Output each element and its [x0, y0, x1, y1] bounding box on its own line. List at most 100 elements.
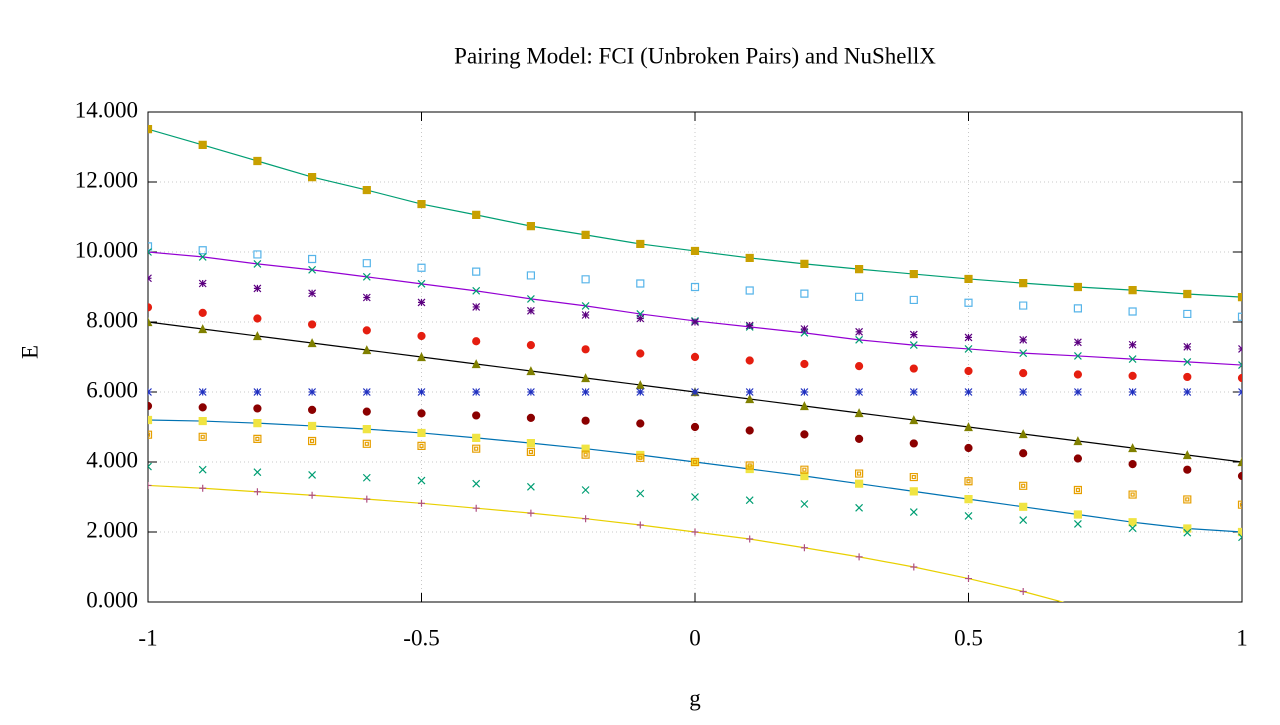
data-point	[362, 259, 371, 268]
data-point	[964, 477, 973, 486]
data-point	[964, 422, 973, 432]
data-point	[1128, 460, 1137, 469]
data-point	[1073, 510, 1082, 519]
data-point	[1128, 490, 1137, 499]
y-tick-label: 4.000	[86, 447, 138, 472]
data-point	[690, 457, 700, 467]
y-tick-label: 6.000	[86, 377, 138, 402]
data-point	[1019, 279, 1028, 288]
data-point	[198, 388, 207, 396]
data-point	[909, 330, 918, 339]
data-point	[909, 415, 919, 425]
data-point	[308, 289, 317, 298]
data-point	[581, 373, 591, 383]
data-point	[472, 444, 481, 453]
data-point	[253, 259, 262, 268]
data-point	[1073, 304, 1082, 313]
data-point	[855, 469, 864, 478]
data-point	[581, 311, 590, 319]
data-point	[362, 473, 371, 482]
data-point	[1019, 369, 1028, 378]
data-point	[1237, 500, 1242, 509]
data-point	[1238, 361, 1242, 369]
data-point	[636, 239, 645, 249]
data-point	[1129, 620, 1136, 627]
data-point	[745, 388, 754, 396]
y-axis-label: E	[17, 345, 42, 359]
data-point	[362, 439, 371, 448]
data-point	[745, 253, 754, 263]
data-point	[636, 489, 645, 498]
data-point	[800, 500, 809, 508]
data-point	[472, 388, 481, 396]
data-point	[148, 125, 153, 134]
data-point	[855, 327, 864, 336]
data-point	[1073, 436, 1083, 446]
data-point	[800, 465, 809, 474]
data-point	[690, 282, 700, 292]
plot-area	[148, 125, 1242, 644]
data-point	[909, 508, 918, 516]
data-point	[1237, 471, 1242, 481]
data-point	[636, 453, 645, 462]
data-point	[148, 415, 153, 425]
data-point	[1019, 481, 1028, 490]
data-point	[964, 345, 973, 353]
data-point	[198, 246, 207, 255]
data-point	[909, 388, 918, 396]
data-point	[252, 331, 262, 341]
data-point	[1073, 485, 1082, 495]
data-point	[1128, 307, 1137, 316]
data-point	[417, 199, 426, 209]
data-point	[964, 333, 973, 342]
data-point	[199, 484, 207, 492]
data-point	[1183, 289, 1192, 299]
data-point	[148, 303, 153, 312]
data-point	[1184, 637, 1191, 644]
data-point	[745, 356, 754, 365]
data-point	[148, 388, 152, 396]
data-point	[526, 366, 536, 376]
data-point	[1019, 335, 1028, 344]
data-point	[362, 293, 371, 302]
data-point	[198, 324, 208, 334]
data-point	[417, 279, 426, 288]
data-point	[964, 495, 973, 504]
data-point	[526, 447, 535, 456]
data-point	[855, 265, 864, 274]
data-point	[253, 468, 262, 477]
data-point	[527, 509, 535, 517]
data-point	[1019, 588, 1027, 595]
data-point	[1128, 355, 1137, 364]
data-point	[148, 274, 152, 283]
data-point	[1128, 286, 1137, 295]
data-point	[253, 434, 262, 443]
y-tick-label: 0.000	[86, 587, 138, 612]
data-point	[855, 479, 864, 488]
data-point	[854, 408, 864, 418]
data-point	[855, 388, 864, 396]
data-point	[1237, 527, 1242, 537]
data-point	[1073, 282, 1082, 292]
data-point	[581, 388, 590, 396]
data-point	[471, 359, 481, 369]
data-point	[745, 286, 754, 295]
data-point	[964, 298, 973, 307]
data-point	[253, 250, 262, 259]
data-point	[362, 185, 371, 195]
data-point	[581, 486, 590, 494]
data-point	[198, 279, 207, 288]
data-point	[1237, 312, 1242, 321]
data-point	[909, 439, 918, 448]
data-point	[800, 359, 809, 369]
data-point	[253, 488, 261, 496]
data-point	[1183, 495, 1192, 504]
data-point	[581, 301, 590, 310]
data-point	[855, 503, 864, 512]
data-point	[690, 457, 700, 467]
data-point	[1128, 524, 1137, 533]
data-point	[1237, 373, 1242, 383]
data-point	[1182, 450, 1192, 460]
data-point	[854, 362, 864, 371]
data-point	[581, 450, 590, 459]
